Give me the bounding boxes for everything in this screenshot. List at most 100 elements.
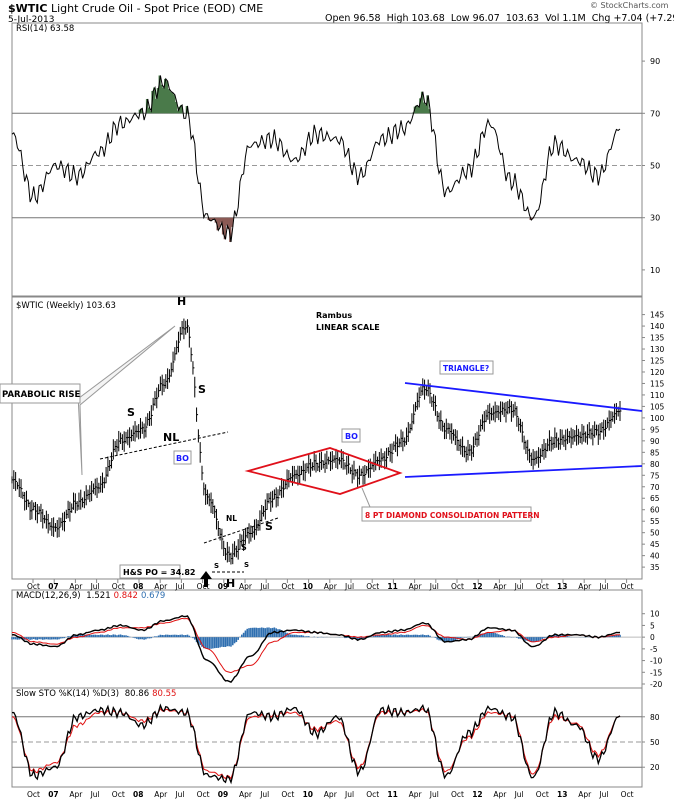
- x-tick-label: Oct: [366, 582, 379, 591]
- scale-label: LINEAR SCALE: [316, 323, 380, 332]
- triangle-upper: [404, 382, 643, 412]
- y-tick-label: 90: [650, 57, 660, 66]
- macd-signal-value: 0.842: [114, 591, 138, 601]
- x-tick-label: Apr: [578, 582, 592, 591]
- high-label: High: [386, 13, 409, 24]
- x-tick-label: Apr: [409, 790, 423, 799]
- left-shoulder-label: S: [127, 406, 135, 419]
- rsi-overbought-fill: [154, 98, 158, 114]
- x-tick-label: 08: [133, 790, 143, 799]
- x-tick-label: Jul: [514, 790, 524, 799]
- description: Light Crude Oil - Spot Price (EOD): [50, 2, 236, 15]
- y-tick-label: 35: [650, 563, 660, 572]
- x-tick-label: Apr: [409, 582, 423, 591]
- parabolic-label: PARABOLIC RISE: [2, 390, 80, 400]
- x-tick-label: Oct: [366, 790, 379, 799]
- rsi-overbought-fill: [173, 94, 176, 114]
- sto-k-line: [11, 703, 621, 785]
- bo2-box: [341, 428, 361, 443]
- rsi-oversold-fill: [223, 217, 227, 240]
- rsi-overbought-fill: [165, 81, 169, 114]
- x-tick-label: 09: [218, 790, 228, 799]
- y-tick-label: 80: [650, 460, 660, 469]
- x-tick-label: 12: [472, 582, 482, 591]
- rsi-line: [11, 75, 621, 243]
- rsi-overbought-fill: [422, 102, 426, 114]
- y-tick-label: -20: [650, 680, 662, 689]
- rsi-overbought-fill: [420, 91, 424, 114]
- chart-date: 5-Jul-2013: [8, 15, 55, 25]
- triangle-lower: [404, 465, 643, 478]
- triangle-box: [439, 360, 494, 375]
- y-tick-label: 70: [650, 109, 660, 118]
- x-tick-label: 12: [472, 790, 482, 799]
- x-tick-label: Jul: [259, 582, 269, 591]
- macd-layer: 10 5 0 -5 -10 -15 -20: [11, 610, 662, 689]
- y-tick-label: 140: [650, 322, 665, 331]
- high-value: 103.68: [411, 13, 445, 24]
- author-label: Rambus: [316, 311, 352, 320]
- x-tick-label: 10: [303, 582, 313, 591]
- s-bottom-right2-label: S: [244, 561, 249, 569]
- x-tick-label: 11: [387, 790, 397, 799]
- y-tick-label: 100: [650, 414, 665, 423]
- rsi-legend: RSI(14) 63.58: [16, 24, 74, 34]
- y-tick-label: -5: [650, 645, 658, 654]
- rsi-oversold-fill: [209, 217, 212, 221]
- neckline-bottom-label: NL: [226, 514, 237, 523]
- bo1-box: [173, 450, 192, 465]
- y-tick-label: 60: [650, 506, 660, 515]
- rsi-panel: [11, 22, 643, 297]
- rsi-oversold-fill: [227, 217, 230, 230]
- y-tick-label: 95: [650, 425, 660, 434]
- x-tick-label: Jul: [598, 582, 608, 591]
- x-tick-label: Oct: [536, 790, 549, 799]
- y-tick-label: 135: [650, 334, 665, 343]
- macd-legend: MACD(12,26,9) 1.521 0.842 0.679: [16, 591, 165, 601]
- y-tick-label: 10: [650, 266, 660, 275]
- y-tick-label: 80: [650, 713, 660, 722]
- rsi-overbought-fill: [147, 107, 151, 114]
- rsi-overbought-fill: [419, 98, 422, 114]
- y-tick-label: 110: [650, 391, 665, 400]
- y-tick-label: 55: [650, 517, 660, 526]
- y-tick-label: 50: [650, 162, 660, 171]
- low-label: Low: [450, 13, 470, 24]
- x-tick-label: Oct: [536, 582, 549, 591]
- rsi-overbought-fill: [424, 104, 427, 114]
- sto-legend-name: Slow STO %K(14) %D(3): [16, 689, 119, 699]
- x-tick-label: Jul: [598, 790, 608, 799]
- rsi-oversold-fill: [211, 217, 214, 220]
- bo2-label: BO: [345, 432, 358, 441]
- x-tick-label: 08: [133, 582, 143, 591]
- rsi-oversold-fill: [225, 217, 228, 226]
- rsi-overbought-fill: [164, 78, 167, 114]
- x-tick-label: Jul: [344, 582, 354, 591]
- rsi-overbought-fill: [176, 110, 179, 114]
- price-layer: 35 40 45 50 55 60 65 70 75 80 85 90 95 100 105 110 115 12…: [11, 311, 665, 591]
- x-tick-label: Oct: [27, 790, 40, 799]
- rsi-overbought-fill: [156, 88, 160, 114]
- po-box: [119, 564, 181, 579]
- x-tick-label: Jul: [259, 790, 269, 799]
- rsi-oversold-fill: [216, 217, 219, 231]
- rsi-overbought-fill: [153, 87, 156, 114]
- x-tick-label: 07: [48, 790, 58, 799]
- low-value: 96.07: [472, 13, 500, 24]
- sto-panel: [11, 687, 643, 788]
- y-tick-label: 5: [650, 621, 655, 630]
- bo1-label: BO: [176, 454, 189, 463]
- x-tick-label: Apr: [493, 582, 507, 591]
- x-tick-label: 09: [218, 582, 228, 591]
- diamond-pattern: [244, 447, 403, 495]
- y-tick-label: 115: [650, 379, 665, 388]
- y-tick-label: 10: [650, 610, 660, 619]
- rsi-oversold-fill: [229, 217, 232, 242]
- x-tick-label: Apr: [324, 790, 338, 799]
- rsi-oversold-fill: [221, 217, 225, 235]
- rsi-oversold-fill: [230, 217, 234, 227]
- rsi-oversold-fill: [531, 217, 534, 219]
- neckline-label: NL: [163, 431, 179, 444]
- x-tick-label: Apr: [69, 582, 83, 591]
- chg-value: +7.04 (+7.29%): [613, 13, 674, 24]
